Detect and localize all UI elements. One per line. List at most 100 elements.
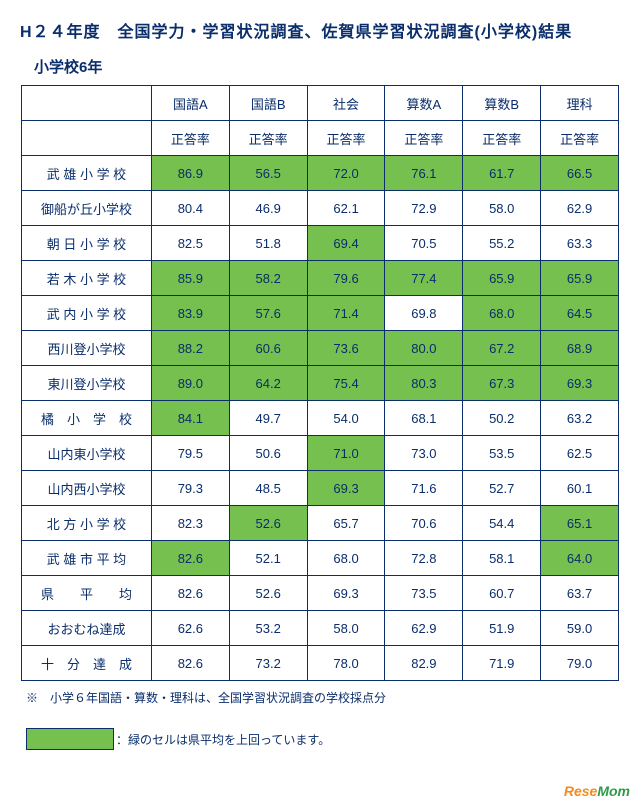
value-cell: 63.3 <box>541 226 619 261</box>
value-cell: 50.6 <box>229 436 307 471</box>
table-row: 武 雄 小 学 校86.956.572.076.161.766.5 <box>22 156 619 191</box>
watermark-logo: ReseMom <box>564 783 630 799</box>
header-metric: 正答率 <box>307 121 385 156</box>
value-cell: 68.0 <box>463 296 541 331</box>
value-cell: 51.9 <box>463 611 541 646</box>
legend-text: ：緑のセルは県平均を上回っています。 <box>116 731 330 748</box>
value-cell: 86.9 <box>151 156 229 191</box>
value-cell: 72.8 <box>385 541 463 576</box>
school-name-cell: 若 木 小 学 校 <box>22 261 152 296</box>
value-cell: 54.0 <box>307 401 385 436</box>
table-row: 朝 日 小 学 校82.551.869.470.555.263.3 <box>22 226 619 261</box>
value-cell: 73.0 <box>385 436 463 471</box>
value-cell: 70.5 <box>385 226 463 261</box>
school-name-cell: 西川登小学校 <box>22 331 152 366</box>
value-cell: 65.7 <box>307 506 385 541</box>
table-row: 武 内 小 学 校83.957.671.469.868.064.5 <box>22 296 619 331</box>
value-cell: 64.2 <box>229 366 307 401</box>
header-subject: 理科 <box>541 86 619 121</box>
value-cell: 52.6 <box>229 506 307 541</box>
school-name-cell: 北 方 小 学 校 <box>22 506 152 541</box>
table-row: 橘 小 学 校84.149.754.068.150.263.2 <box>22 401 619 436</box>
value-cell: 62.9 <box>541 191 619 226</box>
school-name-cell: 武 内 小 学 校 <box>22 296 152 331</box>
school-name-cell: 橘 小 学 校 <box>22 401 152 436</box>
school-name-cell: 東川登小学校 <box>22 366 152 401</box>
school-name-cell: 朝 日 小 学 校 <box>22 226 152 261</box>
page-title: H２４年度 全国学力・学習状況調査、佐賀県学習状況調査(小学校)結果 <box>20 18 620 42</box>
value-cell: 73.2 <box>229 646 307 681</box>
value-cell: 63.7 <box>541 576 619 611</box>
value-cell: 79.6 <box>307 261 385 296</box>
header-metric: 正答率 <box>541 121 619 156</box>
value-cell: 50.2 <box>463 401 541 436</box>
school-name-cell: 武 雄 小 学 校 <box>22 156 152 191</box>
value-cell: 76.1 <box>385 156 463 191</box>
table-row: 県 平 均82.652.669.373.560.763.7 <box>22 576 619 611</box>
table-row: 東川登小学校89.064.275.480.367.369.3 <box>22 366 619 401</box>
value-cell: 77.4 <box>385 261 463 296</box>
page-subtitle: 小学校6年 <box>34 56 620 77</box>
value-cell: 51.8 <box>229 226 307 261</box>
value-cell: 62.9 <box>385 611 463 646</box>
value-cell: 69.4 <box>307 226 385 261</box>
table-row: 北 方 小 学 校82.352.665.770.654.465.1 <box>22 506 619 541</box>
value-cell: 65.1 <box>541 506 619 541</box>
results-table: 国語A 国語B 社会 算数A 算数B 理科 正答率 正答率 正答率 正答率 正答… <box>21 85 619 681</box>
value-cell: 82.5 <box>151 226 229 261</box>
value-cell: 67.3 <box>463 366 541 401</box>
value-cell: 82.6 <box>151 646 229 681</box>
table-row: 西川登小学校88.260.673.680.067.268.9 <box>22 331 619 366</box>
header-blank <box>22 121 152 156</box>
header-metric: 正答率 <box>229 121 307 156</box>
value-cell: 65.9 <box>541 261 619 296</box>
legend: ：緑のセルは県平均を上回っています。 <box>26 728 620 750</box>
value-cell: 82.6 <box>151 541 229 576</box>
school-name-cell: 御船が丘小学校 <box>22 191 152 226</box>
table-row: 御船が丘小学校80.446.962.172.958.062.9 <box>22 191 619 226</box>
table-body: 武 雄 小 学 校86.956.572.076.161.766.5御船が丘小学校… <box>22 156 619 681</box>
table-row: 武 雄 市 平 均82.652.168.072.858.164.0 <box>22 541 619 576</box>
value-cell: 52.6 <box>229 576 307 611</box>
header-subject: 国語A <box>151 86 229 121</box>
value-cell: 80.3 <box>385 366 463 401</box>
value-cell: 72.0 <box>307 156 385 191</box>
value-cell: 49.7 <box>229 401 307 436</box>
value-cell: 64.0 <box>541 541 619 576</box>
value-cell: 46.9 <box>229 191 307 226</box>
value-cell: 48.5 <box>229 471 307 506</box>
value-cell: 53.2 <box>229 611 307 646</box>
value-cell: 72.9 <box>385 191 463 226</box>
value-cell: 61.7 <box>463 156 541 191</box>
value-cell: 65.9 <box>463 261 541 296</box>
header-row-metric: 正答率 正答率 正答率 正答率 正答率 正答率 <box>22 121 619 156</box>
header-subject: 算数A <box>385 86 463 121</box>
value-cell: 68.0 <box>307 541 385 576</box>
value-cell: 58.0 <box>463 191 541 226</box>
legend-color-box <box>26 728 114 750</box>
header-row-subjects: 国語A 国語B 社会 算数A 算数B 理科 <box>22 86 619 121</box>
value-cell: 69.3 <box>307 471 385 506</box>
table-row: おおむね達成62.653.258.062.951.959.0 <box>22 611 619 646</box>
value-cell: 60.7 <box>463 576 541 611</box>
value-cell: 79.5 <box>151 436 229 471</box>
watermark-part1: Rese <box>564 783 597 799</box>
value-cell: 79.3 <box>151 471 229 506</box>
value-cell: 60.6 <box>229 331 307 366</box>
value-cell: 79.0 <box>541 646 619 681</box>
value-cell: 85.9 <box>151 261 229 296</box>
school-name-cell: 十 分 達 成 <box>22 646 152 681</box>
value-cell: 52.7 <box>463 471 541 506</box>
table-row: 山内東小学校79.550.671.073.053.562.5 <box>22 436 619 471</box>
value-cell: 71.0 <box>307 436 385 471</box>
value-cell: 54.4 <box>463 506 541 541</box>
header-blank <box>22 86 152 121</box>
school-name-cell: おおむね達成 <box>22 611 152 646</box>
value-cell: 71.9 <box>463 646 541 681</box>
value-cell: 57.6 <box>229 296 307 331</box>
header-subject: 国語B <box>229 86 307 121</box>
value-cell: 66.5 <box>541 156 619 191</box>
value-cell: 73.6 <box>307 331 385 366</box>
value-cell: 64.5 <box>541 296 619 331</box>
footnote: ※ 小学６年国語・算数・理科は、全国学習状況調査の学校採点分 <box>26 689 620 706</box>
